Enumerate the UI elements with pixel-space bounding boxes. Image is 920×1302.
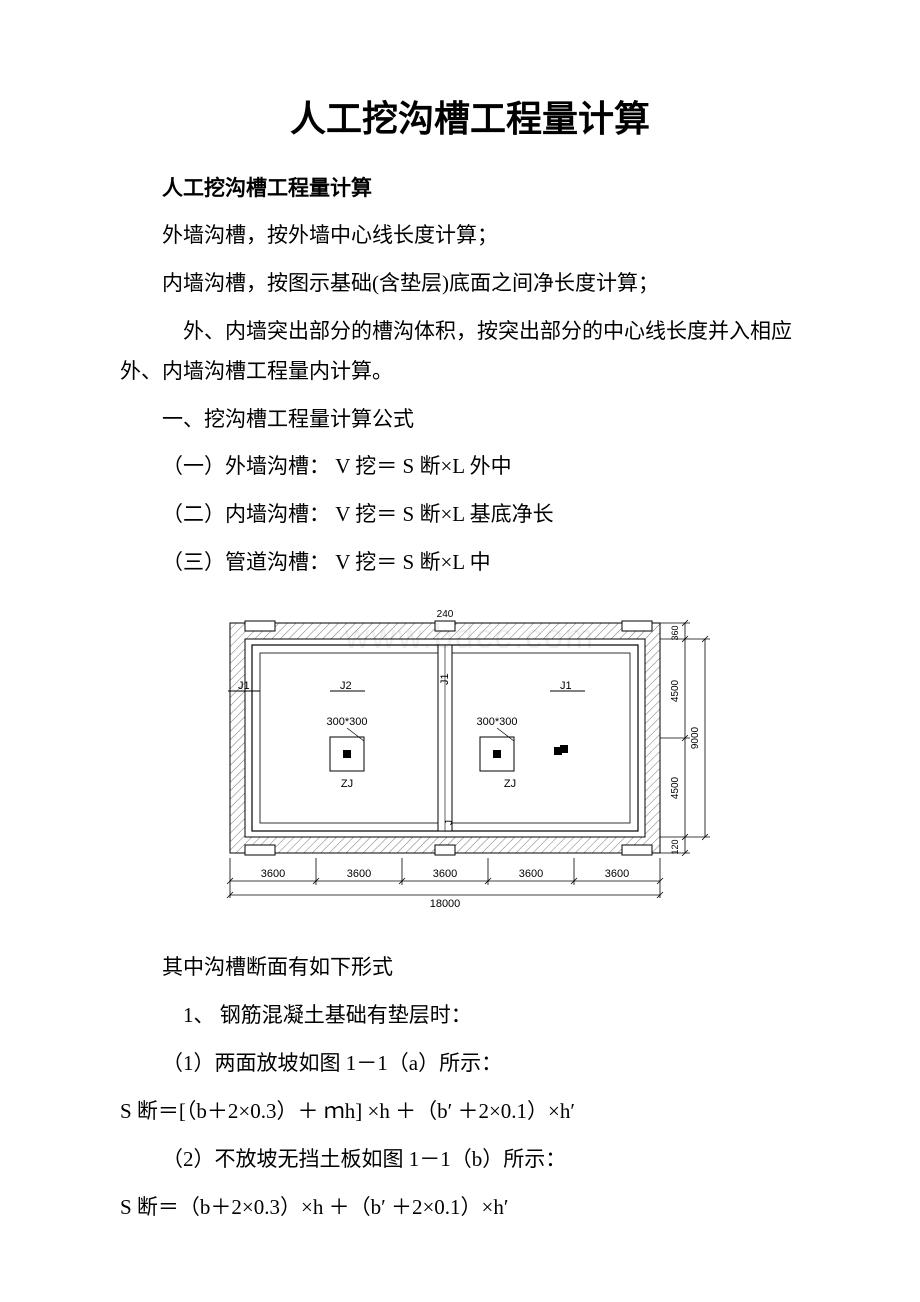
para-3: 外、内墙突出部分的槽沟体积，按突出部分的中心线长度并入相应外、内墙沟槽工程量内计… [120, 312, 820, 392]
dim-r4: 120 [670, 840, 680, 855]
formula-1: （一）外墙沟槽： V 挖＝ S 断×L 外中 [120, 447, 820, 487]
para-1: 外墙沟槽，按外墙中心线长度计算； [120, 216, 820, 256]
para-7: （2）不放坡无挡土板如图 1－1（b）所示： [120, 1140, 820, 1180]
label-j1-right: J1 [560, 680, 572, 692]
formula-3: （三）管道沟槽： V 挖＝ S 断×L 中 [120, 543, 820, 583]
col-dim-mid: 300*300 [477, 716, 518, 728]
dim-b3: 3600 [433, 868, 457, 880]
para-5: 1、 钢筋混凝土基础有垫层时： [120, 996, 820, 1036]
label-j2: J2 [340, 680, 352, 692]
dim-b5: 3600 [605, 868, 629, 880]
section-1: 一、挖沟槽工程量计算公式 [120, 400, 820, 440]
zj-mid: ZJ [504, 778, 516, 790]
diagram-svg: 300*300 ZJ 300*300 ZJ J1 J2 J1 J1 [190, 593, 750, 923]
para-4: 其中沟槽断面有如下形式 [120, 948, 820, 988]
dim-b1: 3600 [261, 868, 285, 880]
label-j1-left: J1 [238, 680, 250, 692]
dim-b2: 3600 [347, 868, 371, 880]
para-2: 内墙沟槽，按图示基础(含垫层)底面之间净长度计算； [120, 264, 820, 304]
formula-2: （二）内墙沟槽： V 挖＝ S 断×L 基底净长 [120, 495, 820, 535]
subtitle: 人工挖沟槽工程量计算 [120, 172, 820, 202]
label-j1-mid: J1 [439, 674, 451, 686]
right-dims [660, 620, 710, 856]
plan-diagram: www.bdcc.com [190, 593, 750, 928]
zj-left: ZJ [341, 778, 353, 790]
dim-r-total: 9000 [690, 727, 701, 750]
para-6: （1）两面放坡如图 1－1（a）所示： [120, 1044, 820, 1084]
dim-r1: 360 [670, 626, 680, 641]
equation-1: S 断＝[（b＋2×0.3）＋ ｍh] ×h ＋（b′ ＋2×0.1）×h′ [120, 1092, 820, 1132]
page-title: 人工挖沟槽工程量计算 [120, 90, 820, 142]
dim-top: 240 [437, 609, 454, 620]
label-j-bot: J [444, 820, 455, 825]
equation-2: S 断＝（b＋2×0.3）×h ＋（b′ ＋2×0.1）×h′ [120, 1188, 820, 1228]
dim-b-total: 18000 [430, 898, 461, 910]
dim-r2: 4500 [670, 680, 681, 703]
dim-r3: 4500 [670, 777, 681, 800]
col-dim-left: 300*300 [327, 716, 368, 728]
dim-b4: 3600 [519, 868, 543, 880]
